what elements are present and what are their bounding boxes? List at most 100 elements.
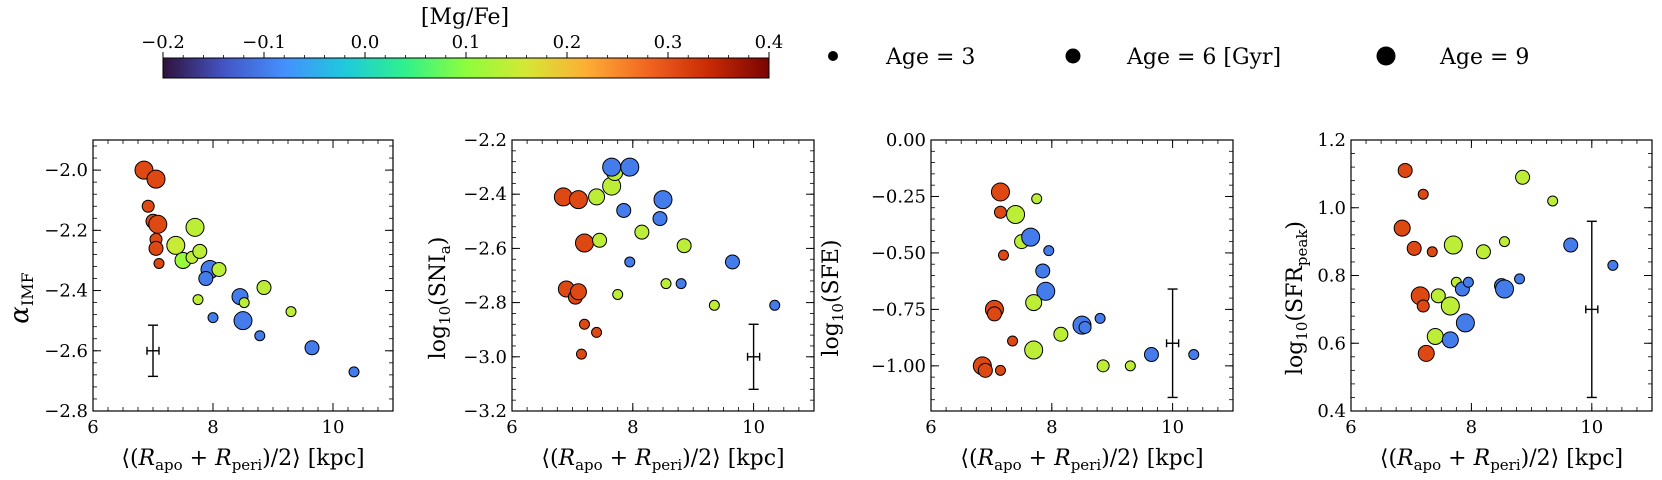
panel-sfe-plot: 6 8 10 −1.00 −0.75 −0.50 −0.25 0.00 ⟨(Rapo + Rpe… bbox=[871, 130, 1234, 474]
data-point bbox=[285, 306, 297, 318]
y-tick-label: 0.8 bbox=[1317, 266, 1346, 287]
x-tick-label: 6 bbox=[925, 417, 936, 438]
y-tick-label: −2.2 bbox=[463, 130, 507, 151]
colorbar-gradient bbox=[162, 57, 770, 79]
y-tick-label: −2.8 bbox=[463, 293, 507, 314]
y-tick-label: −2.0 bbox=[44, 160, 88, 181]
error-bar bbox=[146, 324, 160, 378]
data-point bbox=[166, 235, 186, 255]
data-point bbox=[192, 294, 204, 306]
plot-frame bbox=[92, 139, 394, 412]
colorbar-tick-label: −0.2 bbox=[141, 32, 185, 53]
data-point bbox=[1007, 335, 1019, 347]
data-point bbox=[1124, 360, 1136, 372]
data-point bbox=[1514, 273, 1526, 285]
data-point bbox=[977, 362, 993, 378]
colorbar-tick-label: −0.1 bbox=[242, 32, 286, 53]
data-point bbox=[153, 257, 165, 269]
data-point bbox=[141, 199, 155, 213]
data-point bbox=[1078, 320, 1092, 334]
data-point bbox=[1036, 281, 1056, 301]
y-tick-label: −3.0 bbox=[463, 347, 507, 368]
x-tick-label: 10 bbox=[1161, 417, 1184, 438]
data-point bbox=[574, 233, 594, 253]
data-point bbox=[652, 211, 668, 227]
data-point bbox=[211, 261, 227, 277]
y-tick-label: 1.0 bbox=[1317, 198, 1346, 219]
y-tick-label: −1.00 bbox=[871, 356, 926, 377]
data-point bbox=[1096, 359, 1110, 373]
x-axis-label: ⟨(Rapo + Rperi)/2⟩ [kpc] bbox=[960, 446, 1203, 474]
data-point bbox=[1499, 236, 1511, 248]
x-tick-label: 8 bbox=[1466, 417, 1477, 438]
panel-alpha-imf-ylabel: αIMF bbox=[5, 272, 37, 323]
data-point bbox=[769, 299, 781, 311]
y-tick-label: −0.50 bbox=[871, 243, 926, 264]
data-point bbox=[1053, 326, 1069, 342]
size-legend-marker-large bbox=[1376, 46, 1396, 66]
size-legend: Age = 3 Age = 6 [Gyr] Age = 9 bbox=[828, 45, 1529, 70]
data-point bbox=[569, 283, 587, 301]
data-point bbox=[1607, 259, 1619, 271]
panel-alpha-imf-plot: 6 8 10 −2.8 −2.6 −2.4 −2.2 −2.0 ⟨(Rapo + Rperi)/… bbox=[44, 139, 394, 474]
x-tick-label: 10 bbox=[1580, 417, 1603, 438]
plot-frame bbox=[511, 139, 815, 412]
x-tick-label: 6 bbox=[87, 417, 98, 438]
data-point bbox=[238, 297, 250, 309]
x-tick-label: 8 bbox=[1046, 417, 1057, 438]
error-bar bbox=[746, 323, 761, 391]
data-point bbox=[304, 340, 320, 356]
y-tick-label: −2.2 bbox=[44, 220, 88, 241]
data-point bbox=[1021, 227, 1041, 247]
data-point bbox=[591, 326, 603, 338]
data-point bbox=[588, 188, 606, 206]
data-point bbox=[1417, 344, 1435, 362]
data-point bbox=[1462, 276, 1474, 288]
error-bar bbox=[1165, 288, 1180, 399]
data-point bbox=[990, 182, 1010, 202]
data-point bbox=[578, 318, 590, 330]
y-tick-label: 0.00 bbox=[886, 130, 926, 151]
data-point bbox=[1563, 237, 1579, 253]
size-legend-label-large: Age = 9 bbox=[1439, 45, 1529, 70]
y-tick-label: −3.2 bbox=[463, 401, 507, 422]
data-point bbox=[185, 217, 205, 237]
data-point bbox=[1188, 349, 1200, 361]
data-point bbox=[575, 348, 587, 360]
y-tick-label: −2.6 bbox=[463, 238, 507, 259]
data-point bbox=[1475, 244, 1491, 260]
data-point bbox=[146, 169, 166, 189]
data-point bbox=[676, 238, 692, 254]
data-point bbox=[997, 249, 1009, 261]
ylabel-imf-subscript: IMF bbox=[18, 272, 37, 306]
panel-sfr-peak: 6 8 10 0.4 0.6 0.8 1.0 1.2 ⟨(Rapo + Rperi)/2⟩ [k… bbox=[1283, 130, 1653, 474]
colorbar-tick-label: 0.4 bbox=[755, 32, 784, 53]
data-point bbox=[148, 214, 168, 234]
colorbar-tick-label: 0.2 bbox=[553, 32, 582, 53]
data-point bbox=[994, 364, 1006, 376]
x-axis-label: ⟨(Rapo + Rperi)/2⟩ [kpc] bbox=[1380, 446, 1623, 474]
data-point bbox=[624, 256, 636, 268]
data-point bbox=[634, 224, 650, 240]
panel-sfr-peak-plot: 6 8 10 0.4 0.6 0.8 1.0 1.2 ⟨(Rapo + Rperi)/2⟩ [k… bbox=[1317, 130, 1653, 474]
y-tick-label: 1.2 bbox=[1317, 130, 1346, 151]
data-point bbox=[1043, 245, 1055, 257]
data-point bbox=[1094, 312, 1106, 324]
error-bar bbox=[1585, 220, 1599, 399]
data-point bbox=[148, 240, 164, 256]
data-point bbox=[1547, 195, 1559, 207]
ylabel-alpha-symbol: α bbox=[5, 306, 35, 324]
data-point bbox=[568, 190, 588, 210]
y-tick-label: −2.4 bbox=[463, 184, 507, 205]
size-legend-marker-medium bbox=[1065, 48, 1081, 64]
panel-snia: 6 8 10 −3.2 −3.0 −2.8 −2.6 −2.4 −2.2 ⟨(Rapo + Rpe… bbox=[426, 130, 815, 474]
y-tick-label: −0.25 bbox=[871, 186, 926, 207]
data-point bbox=[602, 157, 622, 177]
data-point bbox=[592, 232, 608, 248]
x-tick-label: 10 bbox=[742, 417, 765, 438]
data-point bbox=[660, 278, 672, 290]
data-point bbox=[233, 311, 253, 331]
data-point bbox=[198, 271, 214, 287]
y-tick-label: 0.6 bbox=[1317, 333, 1346, 354]
